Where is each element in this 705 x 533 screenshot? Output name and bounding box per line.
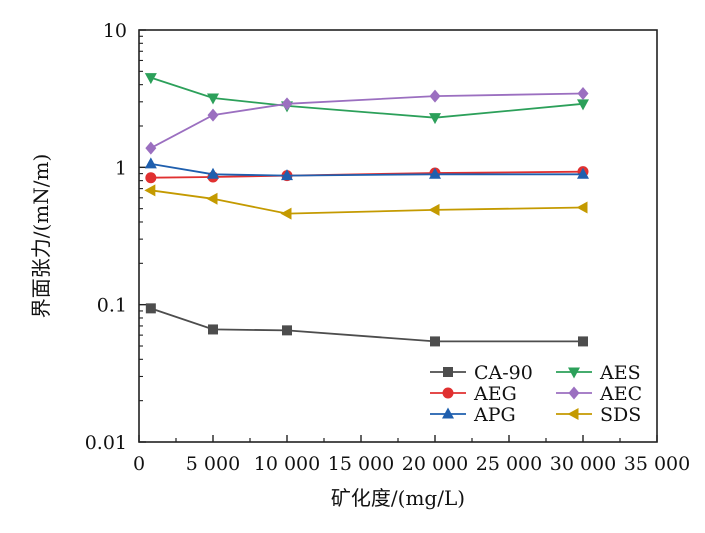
- data-point-aes: [429, 113, 441, 125]
- x-tick-label: 10 000: [254, 453, 320, 475]
- legend-label: APG: [473, 404, 516, 426]
- legend-marker: [442, 407, 454, 419]
- data-point-ca-90: [282, 325, 292, 336]
- y-axis-title: 界面张力/(mN/m): [29, 154, 53, 319]
- x-axis-title: 矿化度/(mg/L): [331, 486, 465, 510]
- legend-item-aec: AEC: [556, 383, 642, 405]
- legend-item-aes: AES: [556, 362, 641, 384]
- x-tick-label: 0: [133, 453, 145, 475]
- data-point-aec: [207, 108, 219, 122]
- legend-item-aeg: AEG: [430, 383, 517, 405]
- legend-label: AEC: [599, 383, 642, 405]
- x-tick-label: 35 000: [624, 453, 690, 475]
- legend-marker: [443, 367, 453, 377]
- y-tick-label: 1: [115, 157, 127, 179]
- x-tick-label: 5 000: [186, 453, 240, 475]
- data-point-aec: [281, 97, 293, 111]
- legend: CA-90 AES AEG AEC APG SDS: [430, 362, 642, 426]
- x-tick-label: 20 000: [402, 453, 468, 475]
- data-point-sds: [206, 192, 218, 205]
- x-tick-label: 30 000: [550, 453, 616, 475]
- data-point-aeg: [145, 172, 157, 184]
- data-point-sds: [428, 203, 440, 216]
- data-point-aes: [207, 93, 219, 105]
- legend-item-apg: APG: [430, 404, 516, 426]
- data-point-apg: [207, 167, 219, 179]
- data-point-apg: [281, 169, 293, 181]
- data-point-ca-90: [430, 336, 440, 347]
- data-point-sds: [280, 207, 292, 220]
- data-point-aec: [145, 141, 157, 155]
- series-line-aec: [150, 92, 584, 149]
- x-tick-label: 15 000: [328, 453, 394, 475]
- legend-label: AEG: [473, 383, 517, 405]
- series-layer: [144, 73, 589, 347]
- data-point-aes: [144, 73, 157, 85]
- data-point-ca-90: [578, 336, 588, 347]
- legend-marker: [442, 387, 454, 399]
- data-point-aes: [577, 99, 589, 111]
- data-point-apg: [429, 167, 441, 179]
- data-point-sds: [576, 201, 588, 214]
- legend-item-sds: SDS: [556, 404, 641, 426]
- data-point-apg: [144, 157, 157, 169]
- data-point-aec: [429, 89, 441, 103]
- data-point-apg: [577, 167, 589, 179]
- series-sds: [144, 184, 588, 220]
- legend-marker: [568, 386, 580, 400]
- data-point-ca-90: [208, 324, 218, 335]
- y-axis-ticks: 0.01 0.1 1 10: [85, 20, 146, 454]
- y-tick-label: 0.01: [85, 432, 127, 454]
- series-ca-90: [145, 303, 588, 347]
- data-point-ca-90: [145, 303, 156, 314]
- series-apg: [144, 157, 589, 181]
- legend-label: AES: [599, 362, 641, 384]
- legend-label: CA-90: [474, 362, 533, 384]
- series-aec: [145, 86, 589, 155]
- data-point-aec: [577, 86, 589, 100]
- legend-label: SDS: [600, 404, 641, 426]
- legend-marker: [567, 408, 579, 420]
- legend-marker: [568, 367, 580, 379]
- y-tick-label: 0.1: [97, 295, 127, 317]
- x-axis-ticks: 0 5 000 10 000 15 000 20 000 25 000 30 000 35 0…: [133, 435, 690, 475]
- y-tick-label: 10: [103, 20, 127, 42]
- x-tick-label: 25 000: [476, 453, 542, 475]
- data-point-sds: [144, 184, 156, 197]
- legend-item-ca-90: CA-90: [430, 362, 533, 384]
